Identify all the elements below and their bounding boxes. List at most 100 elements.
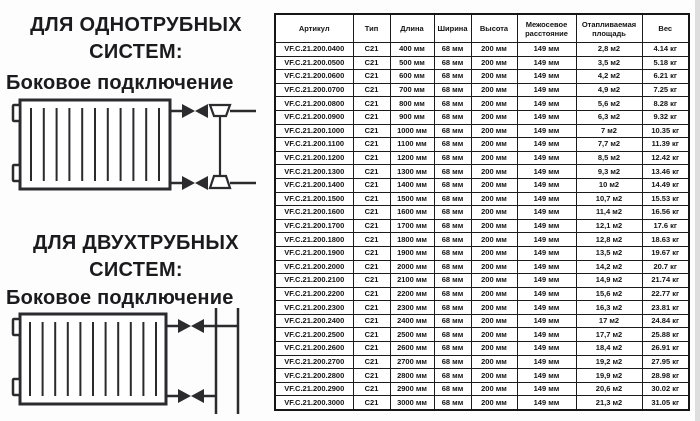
- cell: 149 мм: [516, 137, 577, 152]
- cell: 149 мм: [516, 381, 577, 397]
- cell: 15,6 м2: [575, 286, 643, 302]
- cell: 2700 мм: [389, 354, 435, 370]
- cell: 16,3 м2: [575, 300, 643, 315]
- cell: 200 мм: [470, 164, 518, 179]
- cell: 1300 мм: [389, 164, 435, 179]
- cell: 1000 мм: [389, 123, 435, 139]
- cell: 20,6 м2: [575, 381, 643, 397]
- cell: 68 мм: [433, 232, 472, 247]
- cell: VF.C.21.200.3000: [274, 395, 354, 411]
- cell: 6.21 кг: [641, 69, 690, 84]
- table-row: VF.C.21.200.1700 C21 1700 мм 68 мм 200 мм 149…: [274, 218, 690, 234]
- cell: 17.6 кг: [641, 218, 690, 234]
- cell: 30.02 кг: [641, 381, 690, 397]
- table-row: VF.C.21.200.1300 C21 1300 мм 68 мм 200 мм 149…: [274, 164, 690, 179]
- table-row: VF.C.21.200.0500 C21 500 мм 68 мм 200 мм 149 …: [274, 55, 690, 71]
- cell: VF.C.21.200.2100: [274, 273, 354, 288]
- cell: 17 м2: [575, 313, 643, 329]
- cell: C21: [352, 191, 391, 207]
- cell: 18.63 кг: [641, 232, 690, 247]
- cell: 68 мм: [433, 69, 472, 84]
- radiator-left-tab-bottom: [11, 377, 22, 397]
- column-header: Длина: [389, 13, 435, 43]
- cell: VF.C.21.200.1000: [274, 123, 354, 139]
- photo-edge-strip: [695, 0, 700, 421]
- table-row: VF.C.21.200.1500 C21 1500 мм 68 мм 200 мм 149…: [274, 191, 690, 207]
- cell: C21: [352, 150, 391, 166]
- cell: C21: [352, 259, 391, 275]
- one-pipe-title-line2: СИСТЕМ:: [89, 41, 183, 63]
- cell: 200 мм: [470, 42, 518, 57]
- cell: 68 мм: [433, 354, 472, 370]
- cell: 12,8 м2: [575, 232, 643, 247]
- cell: C21: [352, 341, 391, 356]
- column-header: Артикул: [274, 13, 354, 43]
- cell: 149 мм: [516, 259, 577, 275]
- cell: C21: [352, 232, 391, 247]
- radiator-left-tab-top: [11, 317, 22, 337]
- cell: 8.28 кг: [641, 96, 690, 111]
- cell: 68 мм: [433, 381, 472, 397]
- cell: VF.C.21.200.0900: [274, 109, 354, 125]
- cell: 23.81 кг: [641, 300, 690, 315]
- cell: 200 мм: [470, 245, 518, 261]
- cell: 19,2 м2: [575, 354, 643, 370]
- cell: 1700 мм: [389, 218, 435, 234]
- two-pipe-subtitle: Боковое подключение: [6, 287, 234, 309]
- cell: 68 мм: [433, 313, 472, 329]
- cell: 68 мм: [433, 42, 472, 57]
- cell: 149 мм: [516, 341, 577, 356]
- cell: 200 мм: [470, 218, 518, 234]
- cell: VF.C.21.200.2600: [274, 341, 354, 356]
- cell: 21,3 м2: [575, 395, 643, 411]
- two-pipe-title-line2: СИСТЕМ:: [89, 259, 183, 281]
- table-row: VF.C.21.200.1100 C21 1100 мм 68 мм 200 мм 149…: [274, 137, 690, 152]
- cell: C21: [352, 109, 391, 125]
- cell: VF.C.21.200.2200: [274, 286, 354, 302]
- cell: 22.77 кг: [641, 286, 690, 302]
- tee-fitting-top: [208, 103, 232, 118]
- cell: 27.95 кг: [641, 354, 690, 370]
- two-pipe-diagram: [11, 308, 240, 414]
- column-header: Межосевое расстояние: [516, 13, 577, 43]
- cell: C21: [352, 177, 391, 193]
- cell: VF.C.21.200.2800: [274, 368, 354, 383]
- cell: 149 мм: [516, 69, 577, 84]
- table-row: VF.C.21.200.2800 C21 2800 мм 68 мм 200 мм 149…: [274, 368, 690, 383]
- cell: 200 мм: [470, 137, 518, 152]
- cell: 3000 мм: [389, 395, 435, 411]
- cell: 68 мм: [433, 164, 472, 179]
- cell: 31.05 кг: [641, 395, 690, 411]
- cell: VF.C.21.200.1200: [274, 150, 354, 166]
- valve-icon-top: [182, 104, 208, 118]
- cell: 17,7 м2: [575, 327, 643, 343]
- cell: 149 мм: [516, 327, 577, 343]
- cell: VF.C.21.200.1800: [274, 232, 354, 247]
- cell: 10.35 кг: [641, 123, 690, 139]
- cell: 149 мм: [516, 55, 577, 71]
- cell: 200 мм: [470, 313, 518, 329]
- cell: 4,2 м2: [575, 69, 643, 84]
- cell: 7 м2: [575, 123, 643, 139]
- cell: C21: [352, 42, 391, 57]
- cell: VF.C.21.200.0500: [274, 55, 354, 71]
- cell: 200 мм: [470, 109, 518, 125]
- cell: 13.46 кг: [641, 164, 690, 179]
- cell: 2,8 м2: [575, 42, 643, 57]
- cell: C21: [352, 205, 391, 220]
- cell: 8,5 м2: [575, 150, 643, 166]
- cell: 2100 мм: [389, 273, 435, 288]
- radiator-left-tab-bottom: [11, 163, 22, 183]
- cell: C21: [352, 381, 391, 397]
- cell: 19.67 кг: [641, 245, 690, 261]
- cell: 21.74 кг: [641, 273, 690, 288]
- cell: 16.56 кг: [641, 205, 690, 220]
- cell: 1200 мм: [389, 150, 435, 166]
- cell: VF.C.21.200.1900: [274, 245, 354, 261]
- table-row: VF.C.21.200.1200 C21 1200 мм 68 мм 200 мм 149…: [274, 150, 690, 166]
- cell: 200 мм: [470, 191, 518, 207]
- cell: 149 мм: [516, 164, 577, 179]
- cell: C21: [352, 273, 391, 288]
- cell: VF.C.21.200.2300: [274, 300, 354, 315]
